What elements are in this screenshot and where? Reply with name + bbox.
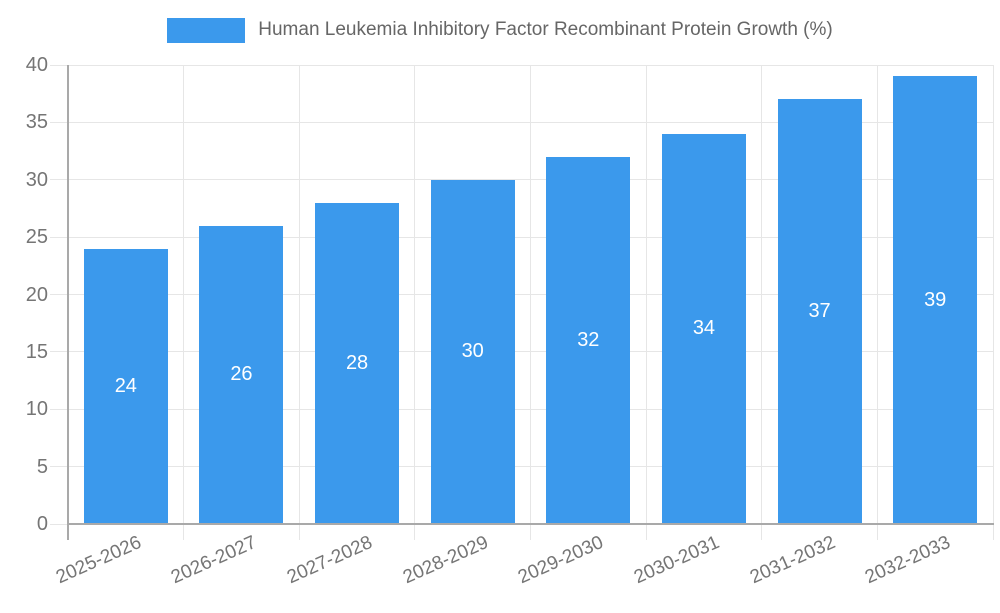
bar-value-label: 30 — [461, 340, 484, 363]
y-tick-label: 20 — [25, 283, 48, 306]
bar-value-label: 37 — [808, 300, 831, 323]
x-axis-line — [67, 523, 994, 525]
bar: 39 — [893, 76, 978, 524]
y-tick-label: 30 — [25, 168, 48, 191]
bar-value-label: 24 — [114, 374, 137, 397]
bar: 24 — [83, 248, 168, 524]
gridline-vertical — [183, 65, 185, 540]
gridline-vertical — [414, 65, 416, 540]
y-tick-label: 10 — [25, 398, 48, 421]
bar: 30 — [430, 179, 515, 524]
y-tick-label: 0 — [36, 513, 48, 535]
bar-chart: Human Leukemia Inhibitory Factor Recombi… — [0, 16, 1000, 589]
gridline-vertical — [298, 65, 300, 540]
plot-area: 0 5 10 15 20 25 30 35 40 24 26 28 30 32 34 37 39 2025-202… — [25, 54, 994, 588]
chart-legend: Human Leukemia Inhibitory Factor Recombi… — [0, 16, 1000, 44]
y-tick-label: 5 — [36, 455, 48, 478]
bar: 28 — [315, 202, 400, 524]
bar: 37 — [777, 99, 862, 524]
gridline-horizontal — [50, 236, 993, 238]
bar-value-label: 39 — [924, 288, 947, 311]
gridline-horizontal — [50, 466, 993, 468]
gridline-vertical — [876, 65, 878, 540]
y-tick-label: 40 — [25, 54, 48, 76]
gridline-horizontal — [50, 408, 993, 410]
gridline-horizontal — [50, 179, 993, 181]
gridline-horizontal — [50, 294, 993, 295]
bar: 32 — [546, 156, 631, 524]
bar-value-label: 32 — [577, 328, 600, 351]
y-tick-label: 25 — [25, 226, 48, 249]
gridline-horizontal — [50, 121, 993, 123]
y-tick-label: 15 — [25, 340, 48, 363]
gridline-vertical — [761, 65, 763, 540]
legend-swatch — [167, 17, 246, 43]
bar-value-label: 34 — [692, 317, 716, 340]
bar-value-label: 26 — [230, 363, 253, 386]
legend-label: Human Leukemia Inhibitory Factor Recombi… — [258, 19, 833, 40]
y-axis-line — [67, 65, 69, 540]
bar: 26 — [199, 225, 284, 524]
gridline-vertical — [530, 65, 531, 540]
gridline-vertical — [992, 65, 994, 540]
bar-value-label: 28 — [345, 351, 369, 374]
gridline-horizontal — [50, 64, 993, 66]
y-tick-label: 35 — [25, 111, 48, 134]
bar: 34 — [661, 133, 746, 524]
gridline-vertical — [645, 65, 647, 540]
gridline-horizontal — [50, 351, 993, 353]
